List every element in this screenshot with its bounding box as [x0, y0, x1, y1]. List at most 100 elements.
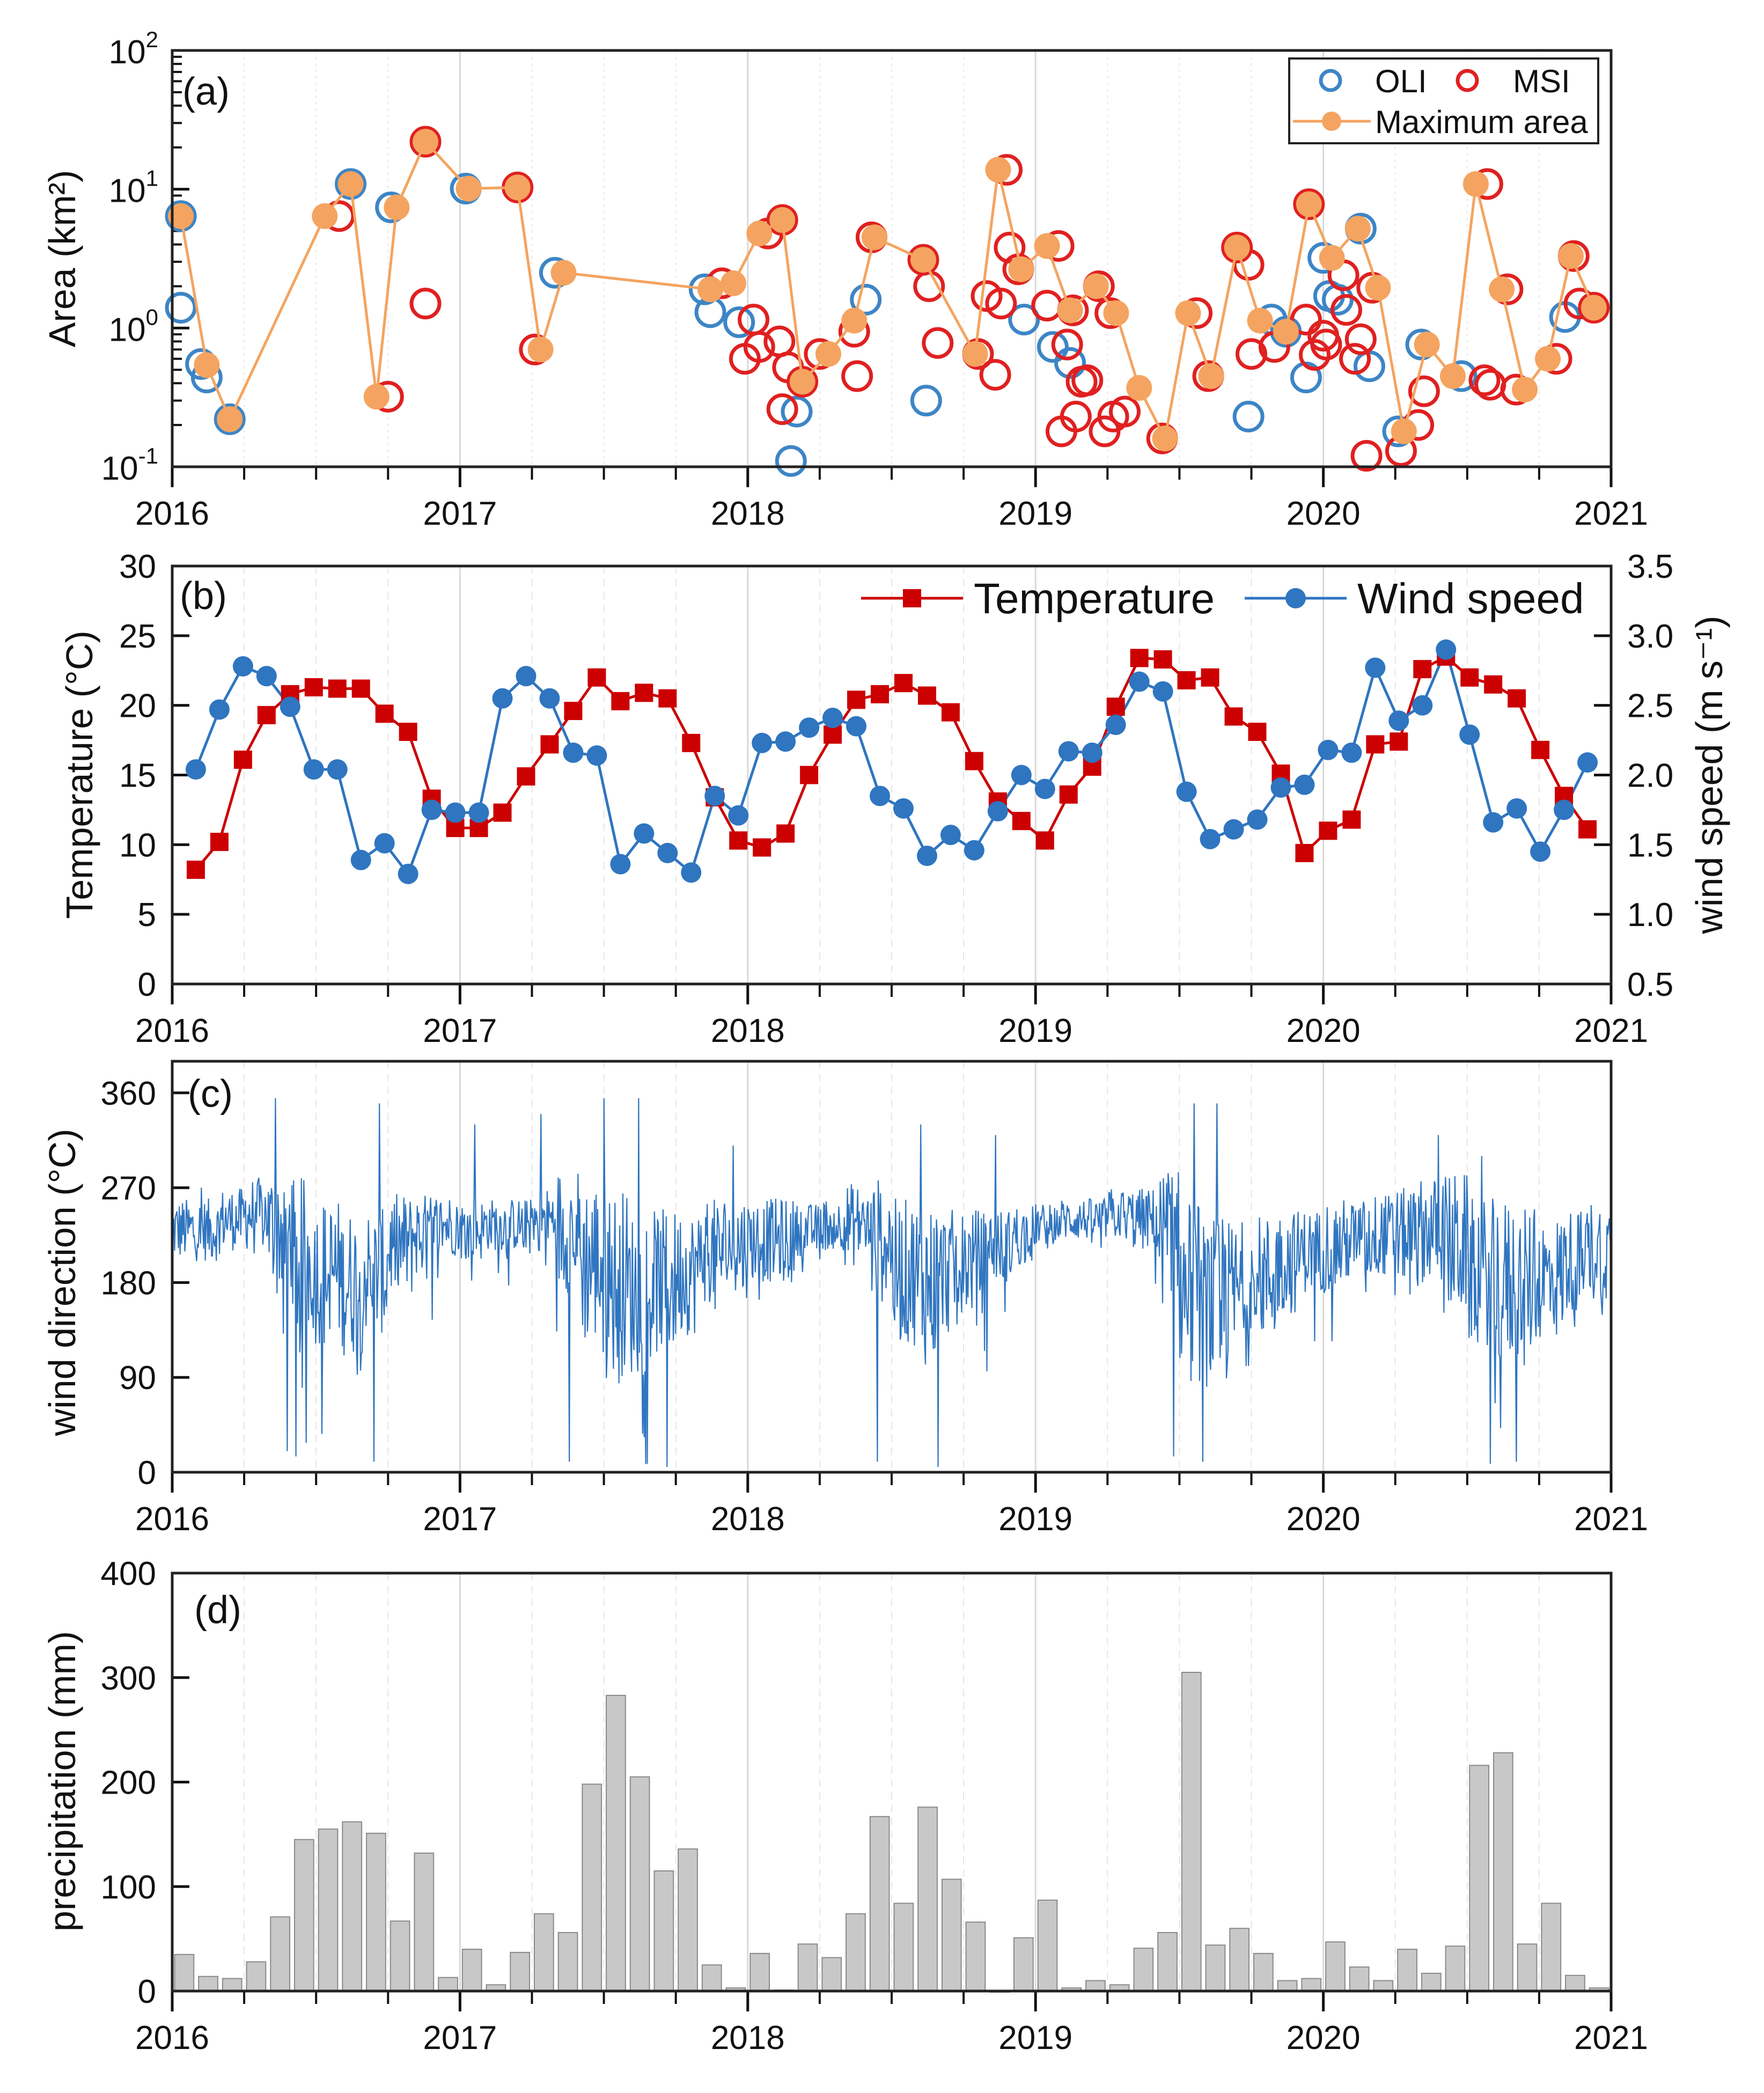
wind-speed-point — [1341, 742, 1362, 763]
panel-label-d: (d) — [194, 1589, 241, 1632]
temperature-point — [1366, 735, 1385, 754]
temperature-point — [233, 750, 252, 769]
precipitation-bar — [1157, 1932, 1178, 1992]
precipitation-bar — [893, 1903, 914, 1992]
temperature-point — [1342, 810, 1361, 829]
max-area-point — [312, 203, 338, 229]
max-area-point — [1581, 295, 1607, 321]
x-tick-label-a: 2021 — [1574, 495, 1648, 532]
x-tick-label-d: 2019 — [998, 2019, 1072, 2057]
wind-speed-point — [1365, 657, 1386, 678]
wind-speed-point — [1270, 777, 1291, 798]
precipitation-bar — [1181, 1672, 1202, 1992]
msi-point — [1310, 328, 1342, 361]
msi-point — [1408, 375, 1440, 407]
y-axis-title-area: Area (km²) — [41, 170, 83, 348]
y-tick-base: 10 — [109, 311, 146, 348]
y-axis-title-temperature: Temperature (°C) — [58, 630, 100, 919]
precipitation-bar — [1397, 1949, 1417, 1992]
wind-speed-point — [870, 785, 891, 806]
wind-speed-point — [1459, 724, 1480, 745]
temperature-point — [210, 833, 229, 851]
max-area-point — [550, 260, 577, 286]
plot-frame — [171, 1060, 1613, 1474]
precipitation-bar — [1229, 1928, 1250, 1992]
max-area-point — [789, 369, 815, 395]
max-area-point — [1103, 300, 1129, 326]
y-tick-label-temperature: 15 — [119, 758, 156, 795]
max-area-point — [1391, 418, 1417, 444]
x-tick-label-b: 2017 — [423, 1012, 497, 1049]
y2-tick-label-wind-speed: 3.5 — [1627, 548, 1673, 585]
oli-point — [723, 306, 755, 339]
y2-tick-label-wind-speed: 3.0 — [1627, 618, 1673, 655]
msi-point — [766, 393, 798, 425]
max-area-point — [1247, 307, 1273, 334]
wind-speed-point — [893, 798, 914, 819]
oli-point — [1321, 284, 1354, 316]
max-area-point — [413, 129, 439, 155]
wind-speed-point — [1129, 671, 1150, 692]
y-tick-exponent: 0 — [146, 304, 158, 329]
y-tick-exponent: 1 — [146, 166, 158, 191]
wind-speed-point — [209, 699, 230, 720]
oli-point — [214, 403, 246, 435]
wind-speed-point — [185, 759, 206, 780]
oli-point — [910, 385, 942, 417]
y-axis-title-wind-speed: wind speed (m s⁻¹) — [1688, 615, 1730, 934]
precipitation-bar — [821, 1957, 842, 1992]
max-area-point — [815, 341, 841, 367]
wind-speed-point — [916, 846, 937, 866]
wind-speed-point — [1577, 752, 1598, 773]
temperature-point — [1578, 820, 1597, 839]
x-tick-label-b: 2019 — [998, 1012, 1072, 1049]
precipitation-bar — [1277, 1980, 1298, 1992]
wind-speed-point — [303, 759, 324, 780]
msi-point — [743, 331, 775, 363]
temperature-point — [186, 861, 205, 879]
max-area-point — [363, 384, 389, 410]
temperature-point — [1035, 831, 1054, 850]
precipitation-bar — [246, 1961, 267, 1992]
precipitation-bar — [1445, 1945, 1466, 1992]
legend-msi-marker — [1456, 69, 1479, 92]
oli-point — [165, 292, 197, 324]
msi-point — [1350, 440, 1383, 472]
msi-point — [1290, 304, 1322, 336]
temperature-point — [635, 684, 653, 702]
wind-speed-point — [1436, 639, 1457, 660]
temperature-point — [1531, 740, 1550, 759]
temperature-point — [587, 668, 606, 687]
wind-speed-point — [1294, 774, 1315, 795]
legend-a: OLI MSI Maximum area — [1288, 57, 1599, 144]
max-area-point — [1008, 256, 1034, 282]
x-tick-label-a: 2019 — [998, 495, 1072, 532]
precipitation-bar — [293, 1839, 314, 1992]
msi-point — [1299, 339, 1331, 371]
y-tick-label-a: 102 — [109, 27, 158, 71]
msi-point — [1236, 338, 1267, 370]
max-area-point — [1344, 216, 1371, 242]
y-tick-base: 10 — [109, 173, 146, 210]
wind-speed-point — [398, 863, 418, 884]
wind-speed-point — [634, 823, 655, 844]
wind-speed-point — [421, 799, 442, 820]
y-tick-label-precipitation: 300 — [101, 1660, 156, 1697]
x-tick-label-c: 2016 — [135, 1501, 209, 1538]
msi-point — [994, 231, 1026, 263]
y2-tick-label-wind-speed: 1.0 — [1627, 897, 1673, 934]
y-tick-exponent: 2 — [146, 27, 158, 52]
panel-c-wind-direction: 2016 2017 2018 2019 2020 2021 0 90 180 270 360 — [101, 1060, 1648, 1538]
temperature-point — [611, 692, 630, 710]
y-tick-label-temperature: 25 — [119, 618, 156, 655]
wind-speed-point — [657, 842, 678, 863]
wind-speed-point — [1200, 828, 1221, 849]
x-tick-label-b: 2016 — [135, 1012, 209, 1049]
temperature-point — [375, 704, 394, 723]
max-area-point — [337, 171, 364, 197]
temperature-point — [1460, 668, 1479, 687]
temperature-point — [1177, 671, 1196, 689]
x-tick-label-d: 2020 — [1287, 2019, 1361, 2057]
max-area-point — [1034, 233, 1060, 259]
